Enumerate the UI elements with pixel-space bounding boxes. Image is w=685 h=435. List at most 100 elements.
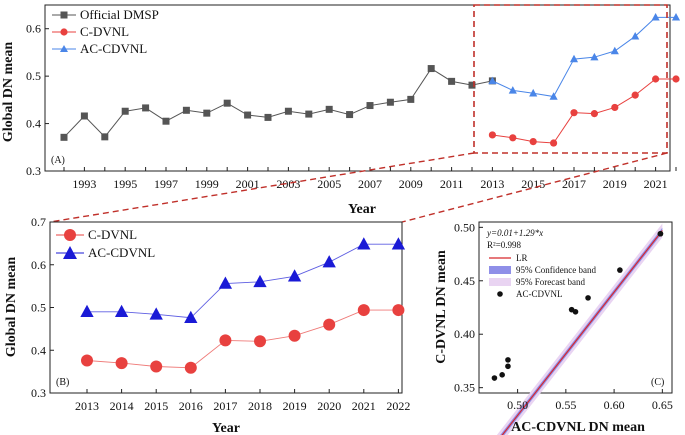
c-ytick-label-2: 0.45 [454, 274, 475, 288]
b-point-ac-cdvnl-2018 [253, 274, 267, 288]
panel-b-ylabel: Global DN mean [4, 257, 19, 358]
legend-c-marker-points [497, 291, 503, 297]
a-point-official-dmsp-2012 [468, 81, 476, 89]
a-point-ac-cdvnl-2018 [590, 52, 599, 61]
a-xtick-label-2003: 2003 [276, 177, 300, 191]
a-point-c-dvnl-2022 [672, 75, 680, 83]
c-ytick-label-3: 0.50 [454, 220, 475, 234]
a-point-c-dvnl-2019 [611, 103, 619, 112]
a-point-official-dmsp-1997 [162, 117, 170, 125]
a-point-official-dmsp-1992 [60, 133, 68, 141]
a-point-ac-cdvnl-2020 [631, 32, 640, 40]
a-point-official-dmsp-2003 [284, 107, 292, 115]
a-point-official-dmsp-2005 [325, 105, 333, 113]
b-ytick-label-0: 0.3 [31, 386, 46, 400]
a-point-official-dmsp-1994 [101, 133, 109, 141]
legend-c-swatch-forecast [489, 278, 511, 286]
a-xtick-label-2005: 2005 [317, 177, 341, 191]
b-point-c-dvnl-2013 [81, 354, 93, 367]
b-xtick-label-2017: 2017 [213, 399, 237, 413]
b-xtick-label-2020: 2020 [317, 399, 341, 413]
panel-a-xlabel: Year [348, 202, 376, 217]
a-point-official-dmsp-2011 [448, 77, 456, 85]
panel-c-xlabel: AC-CDVNL DN mean [511, 420, 645, 435]
b-xtick-label-2016: 2016 [179, 399, 203, 413]
a-xtick-label-2017: 2017 [562, 177, 586, 191]
legend-c-swatch-confidence [489, 266, 511, 274]
a-point-official-dmsp-1993 [80, 112, 88, 120]
b-point-c-dvnl-2019 [288, 329, 301, 342]
panel-a-tag: (A) [51, 155, 65, 166]
zoom-box [473, 4, 668, 154]
a-xtick-label-2021: 2021 [644, 177, 668, 191]
b-point-ac-cdvnl-2015 [149, 307, 163, 320]
a-point-ac-cdvnl-2014 [508, 86, 517, 94]
a-ytick-label-2: 0.5 [26, 69, 41, 83]
panel-a-frame [44, 4, 671, 172]
a-point-official-dmsp-2002 [264, 113, 272, 121]
c-xtick-label-1: 0.55 [555, 398, 576, 412]
b-xtick-label-2014: 2014 [110, 399, 134, 413]
a-series-line-c-dvnl [492, 78, 676, 144]
a-point-ac-cdvnl-2019 [610, 46, 619, 55]
panel-c: 0.35 0.40 0.45 0.50 0.50 0.55 0.60 0.65 C-DVNL… [434, 220, 673, 435]
a-point-official-dmsp-1996 [142, 104, 150, 112]
c-point-5 [572, 308, 579, 315]
a-xtick-label-1999: 1999 [195, 177, 219, 191]
a-ytick-label-3: 0.6 [26, 22, 41, 36]
panel-c-frame [478, 221, 673, 394]
a-xtick-label-2013: 2013 [480, 177, 504, 191]
r-squared: R²=0.998 [487, 240, 522, 250]
b-ytick-label-3: 0.6 [31, 258, 46, 272]
a-point-ac-cdvnl-2021 [651, 13, 660, 21]
legend-label-dmsp: Official DMSP [80, 7, 159, 22]
c-point-7 [617, 267, 623, 273]
a-point-official-dmsp-2004 [305, 110, 313, 118]
c-point-6 [585, 295, 591, 301]
panel-b: 0.3 0.4 0.5 0.6 0.7 2013 2014 2015 2016 2017 2018… [4, 215, 410, 435]
legend-b-marker-accdvnl [63, 246, 77, 259]
panel-b-xlabel: Year [212, 421, 240, 435]
a-xtick-label-2001: 2001 [236, 177, 260, 191]
b-point-ac-cdvnl-2019 [287, 269, 302, 282]
c-point-2 [505, 363, 511, 370]
panel-b-legend: C-DVNL AC-CDVNL [56, 227, 155, 260]
legend-b-label-accdvnl: AC-CDVNL [88, 245, 155, 260]
a-point-c-dvnl-2014 [509, 134, 517, 142]
a-point-official-dmsp-1995 [121, 107, 129, 115]
c-ytick-label-0: 0.35 [454, 381, 475, 395]
b-ytick-label-2: 0.5 [31, 301, 46, 315]
a-xtick-label-2007: 2007 [358, 177, 382, 191]
c-xtick-label-2: 0.60 [604, 398, 625, 412]
b-point-c-dvnl-2020 [323, 318, 336, 331]
c-xtick-label-0: 0.50 [507, 398, 528, 412]
b-xtick-label-2021: 2021 [352, 399, 376, 413]
c-xtick-label-3: 0.65 [652, 398, 673, 412]
a-point-c-dvnl-2017 [570, 109, 578, 117]
a-point-ac-cdvnl-2015 [529, 88, 538, 97]
a-point-ac-cdvnl-2017 [569, 54, 579, 63]
b-point-ac-cdvnl-2022 [391, 237, 406, 250]
a-point-official-dmsp-1998 [182, 106, 190, 114]
panel-b-tag: (B) [56, 377, 69, 388]
a-point-ac-cdvnl-2013 [488, 76, 497, 85]
b-point-c-dvnl-2017 [219, 334, 232, 347]
a-point-c-dvnl-2013 [488, 131, 496, 139]
a-point-c-dvnl-2018 [590, 110, 599, 118]
a-point-official-dmsp-2008 [386, 98, 394, 106]
b-point-ac-cdvnl-2013 [80, 304, 94, 318]
a-point-c-dvnl-2021 [652, 75, 660, 83]
a-point-official-dmsp-2001 [244, 111, 252, 119]
b-point-c-dvnl-2022 [392, 304, 405, 317]
regression-line [501, 230, 663, 435]
legend-marker-accdvnl [60, 45, 68, 52]
panel-a: 0.3 0.4 0.5 0.6 1993 1995 1997 1999 2001 2003 200… [1, 4, 681, 217]
a-xtick-label-1997: 1997 [154, 177, 178, 191]
a-series-line-official-dmsp [63, 67, 493, 138]
zoom-connector-right [401, 152, 668, 223]
b-point-c-dvnl-2015 [150, 360, 163, 373]
b-point-ac-cdvnl-2014 [114, 304, 129, 318]
panel-a-legend: Official DMSP C-DVNL AC-CDVNL [52, 7, 159, 56]
legend-c-label-lr: LR [516, 253, 528, 263]
